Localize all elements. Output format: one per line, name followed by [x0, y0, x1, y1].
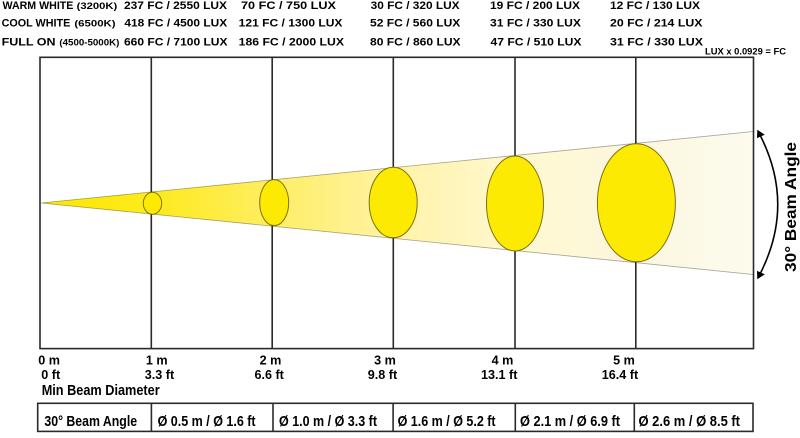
svg-text:20 FC / 214 LUX: 20 FC / 214 LUX [610, 18, 703, 30]
svg-text:5 m: 5 m [613, 353, 635, 367]
svg-text:Ø 1.6 m / Ø 5.2 ft: Ø 1.6 m / Ø 5.2 ft [398, 414, 496, 430]
svg-text:13.1 ft: 13.1 ft [481, 368, 518, 382]
svg-text:31 FC / 330 LUX: 31 FC / 330 LUX [490, 18, 581, 30]
svg-text:47 FC / 510 LUX: 47 FC / 510 LUX [491, 36, 582, 48]
svg-text:30° Beam Angle: 30° Beam Angle [783, 142, 800, 272]
svg-text:(4500-5000K): (4500-5000K) [59, 37, 119, 47]
svg-text:80 FC / 860 LUX: 80 FC / 860 LUX [370, 36, 461, 48]
svg-text:30° Beam Angle: 30° Beam Angle [44, 414, 137, 430]
svg-text:70 FC / 750 LUX: 70 FC / 750 LUX [241, 0, 336, 12]
svg-text:6.6 ft: 6.6 ft [254, 368, 284, 382]
svg-text:Min Beam Diameter: Min Beam Diameter [42, 383, 160, 399]
svg-text:(3200K): (3200K) [77, 1, 118, 11]
svg-text:Ø 0.5 m / Ø 1.6 ft: Ø 0.5 m / Ø 1.6 ft [158, 414, 256, 430]
svg-text:418 FC / 4500 LUX: 418 FC / 4500 LUX [124, 18, 227, 30]
svg-text:19 FC / 200 LUX: 19 FC / 200 LUX [490, 0, 580, 12]
svg-text:660 FC / 7100 LUX: 660 FC / 7100 LUX [124, 36, 228, 48]
svg-text:COOL WHITE: COOL WHITE [2, 18, 71, 30]
svg-text:WARM WHITE: WARM WHITE [3, 0, 74, 12]
svg-text:3.3 ft: 3.3 ft [145, 368, 175, 382]
svg-text:1 m: 1 m [146, 353, 168, 367]
svg-text:2 m: 2 m [260, 353, 282, 367]
svg-text:0 ft: 0 ft [41, 368, 61, 382]
svg-text:12 FC / 130 LUX: 12 FC / 130 LUX [610, 0, 700, 12]
svg-text:(6500K): (6500K) [74, 19, 115, 29]
svg-text:FULL ON: FULL ON [2, 36, 56, 48]
svg-text:52 FC / 560 LUX: 52 FC / 560 LUX [370, 18, 460, 30]
svg-text:16.4 ft: 16.4 ft [602, 368, 639, 382]
svg-text:30 FC / 320 LUX: 30 FC / 320 LUX [371, 0, 460, 12]
svg-text:186 FC / 2000 LUX: 186 FC / 2000 LUX [239, 36, 344, 48]
svg-text:Ø 2.1 m / Ø 6.9 ft: Ø 2.1 m / Ø 6.9 ft [520, 414, 620, 430]
svg-text:4 m: 4 m [492, 353, 514, 367]
svg-text:3 m: 3 m [374, 353, 396, 367]
svg-text:Ø 2.6 m / Ø 8.5 ft: Ø 2.6 m / Ø 8.5 ft [639, 414, 741, 430]
svg-text:121 FC / 1300 LUX: 121 FC / 1300 LUX [239, 18, 343, 30]
svg-text:Ø 1.0 m / Ø 3.3 ft: Ø 1.0 m / Ø 3.3 ft [279, 414, 377, 430]
svg-text:9.8 ft: 9.8 ft [368, 368, 398, 382]
svg-text:LUX x 0.0929 = FC: LUX x 0.0929 = FC [705, 46, 787, 56]
svg-text:0 m: 0 m [38, 353, 60, 367]
svg-text:31 FC / 330 LUX: 31 FC / 330 LUX [610, 36, 703, 48]
svg-text:237 FC / 2550 LUX: 237 FC / 2550 LUX [124, 0, 227, 12]
